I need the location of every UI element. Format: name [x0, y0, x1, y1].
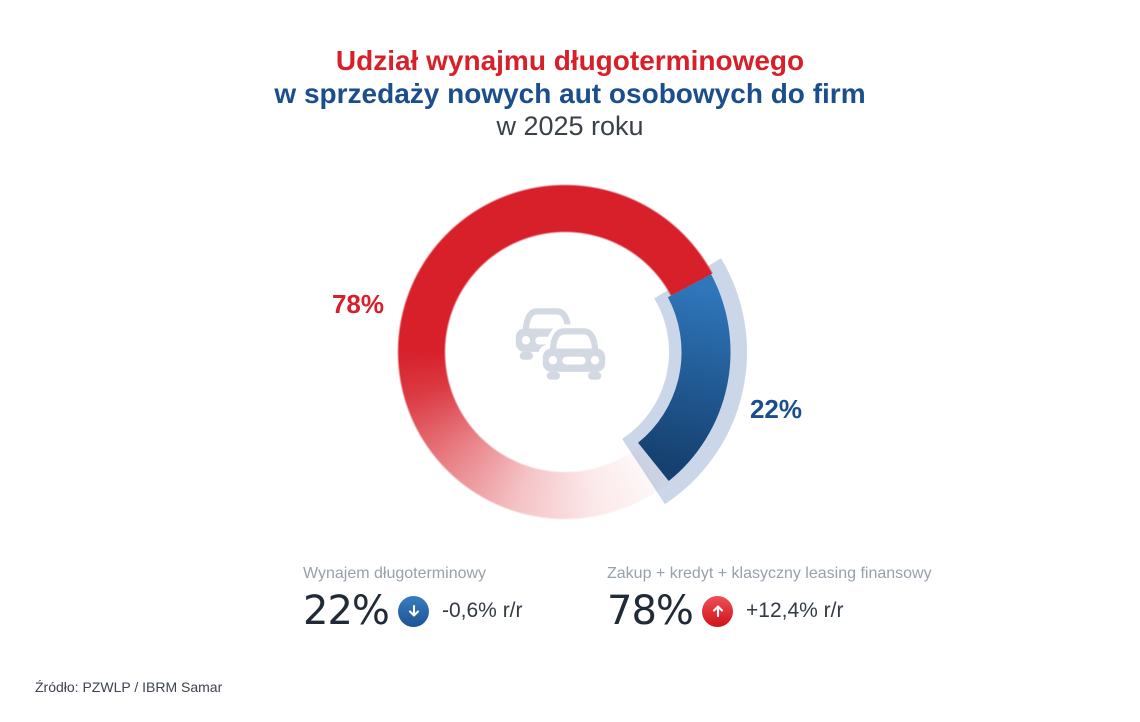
stat-wynajem: Wynajem długoterminowy 22% -0,6% r/r — [303, 565, 523, 634]
stat-zakup-value: 78% — [607, 588, 694, 634]
arrow-up-icon — [712, 605, 723, 618]
stat-wynajem-change: -0,6% r/r — [442, 599, 523, 622]
stat-zakup: Zakup + kredyt + klasyczny leasing finan… — [607, 565, 932, 634]
stat-wynajem-label: Wynajem długoterminowy — [303, 565, 487, 582]
title-block: Udział wynajmu długoterminowego w sprzed… — [0, 44, 1140, 143]
title-line-3: w 2025 roku — [496, 111, 644, 141]
donut-segment-majority — [397, 184, 733, 520]
donut-label-minority: 22% — [749, 394, 803, 424]
stat-zakup-label: Zakup + kredyt + klasyczny leasing finan… — [607, 565, 932, 582]
source-note: Źródło: PZWLP / IBRM Samar — [35, 679, 223, 695]
title-line-2: w sprzedaży nowych aut osobowych do firm — [274, 78, 866, 109]
donut-label-majority: 78% — [331, 289, 385, 319]
title-line-1: Udział wynajmu długoterminowego — [335, 45, 805, 76]
stat-zakup-change: +12,4% r/r — [746, 599, 844, 622]
trend-down-badge — [398, 595, 429, 627]
arrow-down-icon — [408, 604, 419, 617]
trend-up-badge — [702, 595, 733, 627]
stat-wynajem-value: 22% — [303, 588, 390, 634]
